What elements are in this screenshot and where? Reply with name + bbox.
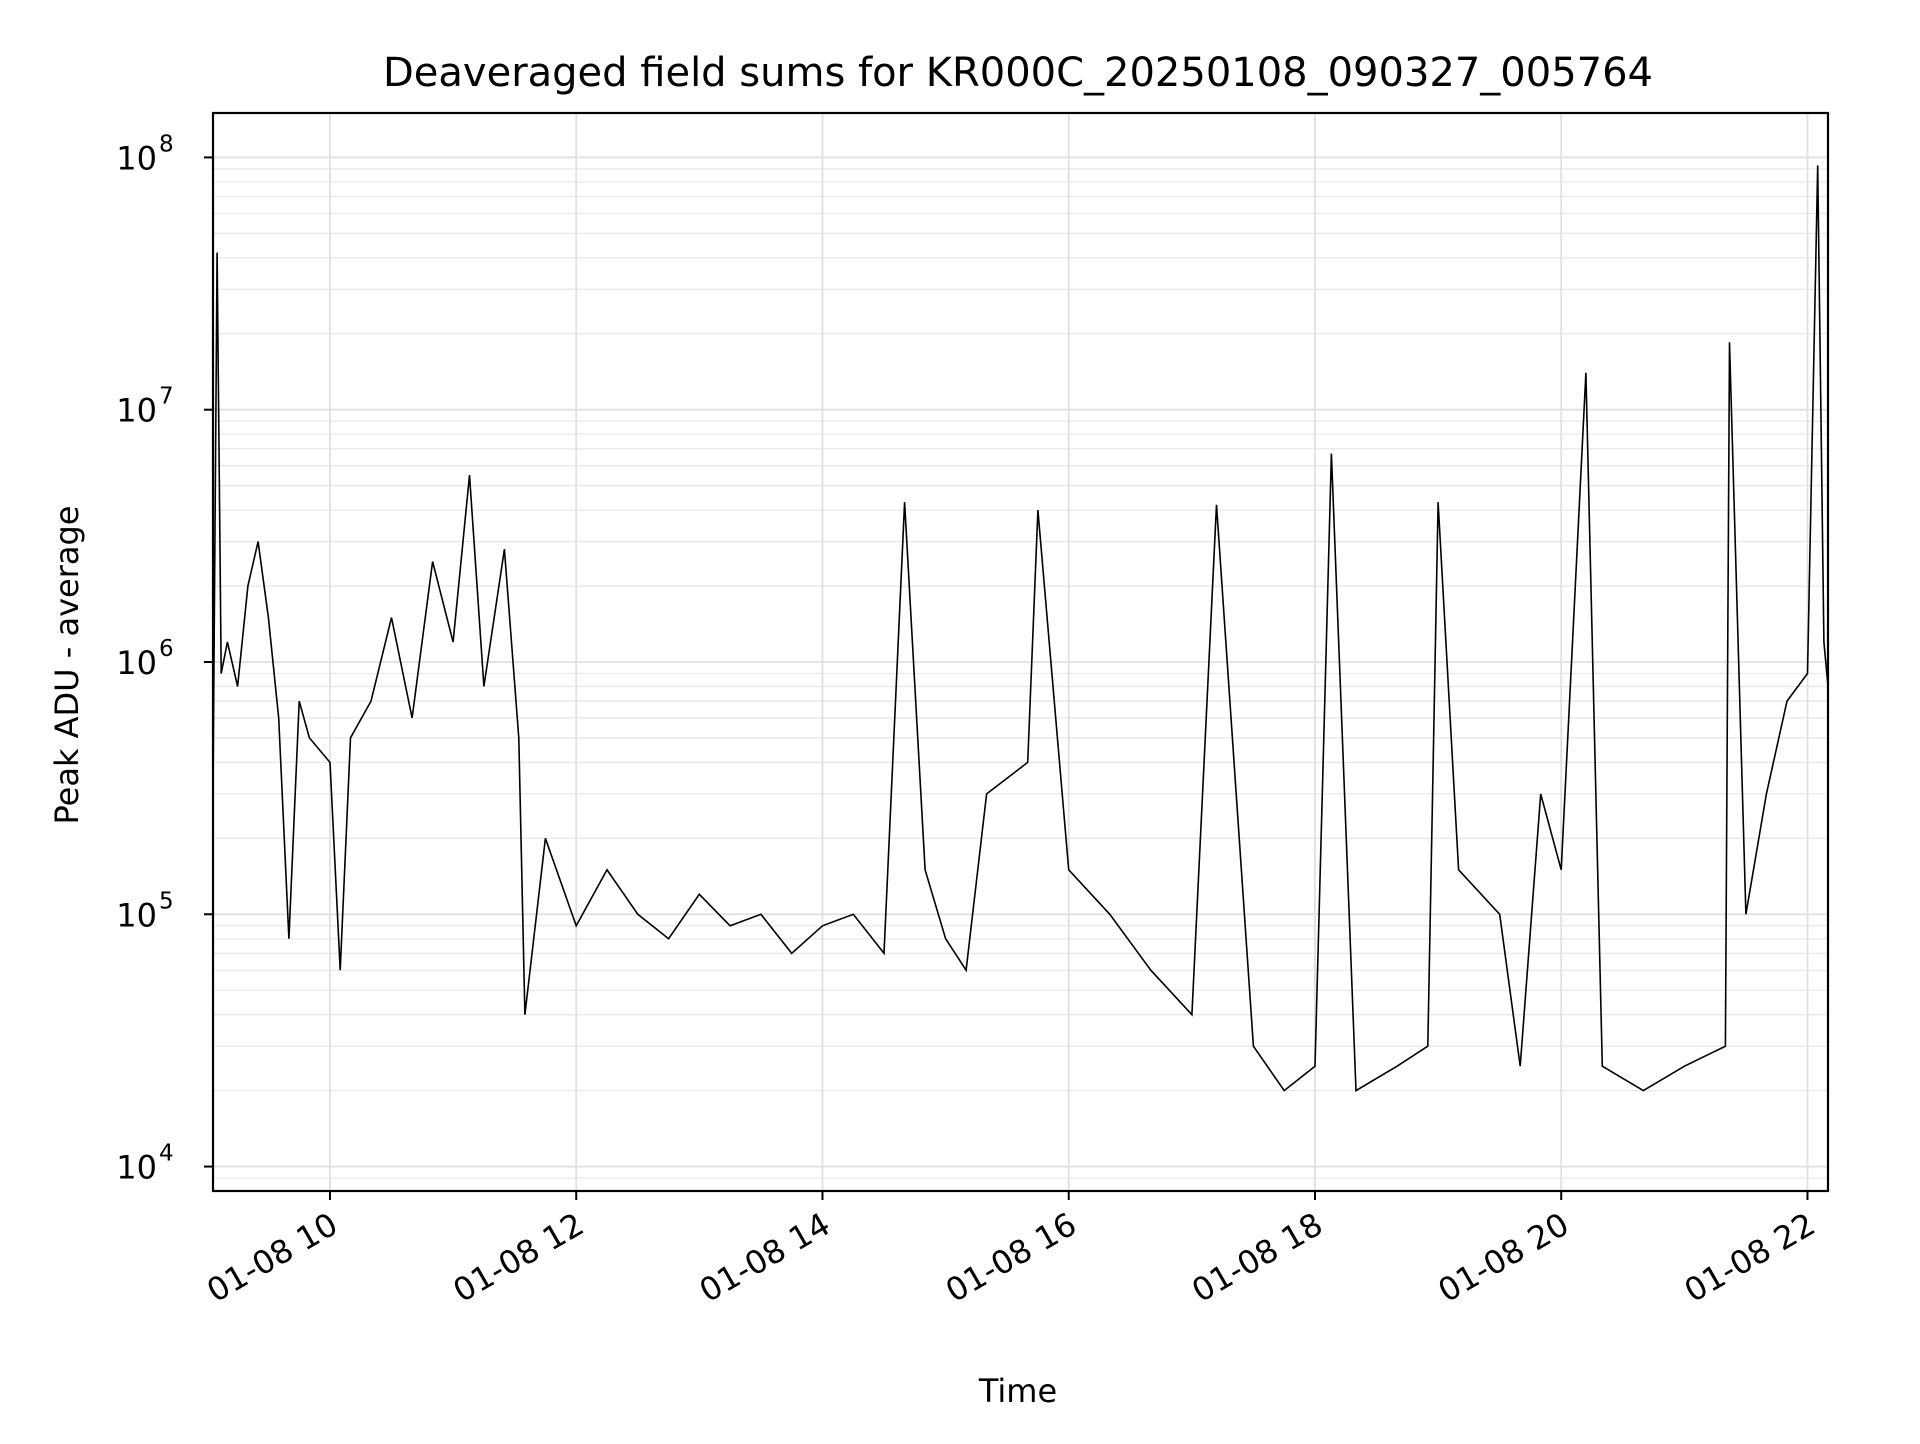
y-tick-exponent: 4 <box>159 1141 174 1167</box>
chart-title: Deaveraged field sums for KR000C_2025010… <box>383 50 1653 96</box>
y-tick-label: 10 <box>116 644 157 682</box>
series-line <box>212 165 1829 1092</box>
y-tick-exponent: 5 <box>159 888 174 914</box>
x-axis: 01-08 10 01-08 12 01-08 14 01-08 16 01-08 18… <box>200 1191 1821 1310</box>
x-tick-label: 01-08 18 <box>1185 1205 1329 1310</box>
y-tick-label: 10 <box>116 1149 157 1187</box>
y-tick-label: 10 <box>116 392 157 430</box>
x-tick-label: 01-08 10 <box>200 1205 344 1310</box>
x-axis-label: Time <box>978 1372 1057 1410</box>
x-tick-label: 01-08 14 <box>693 1205 837 1310</box>
y-tick-label: 10 <box>116 139 157 177</box>
y-axis-label: Peak ADU - average <box>48 506 86 825</box>
y-tick-exponent: 7 <box>159 384 174 410</box>
y-tick-label: 10 <box>116 896 157 934</box>
y-tick-exponent: 8 <box>159 131 174 157</box>
grid-layer <box>213 113 1828 1192</box>
plot-frame <box>211 111 1830 1193</box>
series-layer <box>212 165 1829 1092</box>
x-tick-label: 01-08 22 <box>1678 1205 1822 1310</box>
y-tick-exponent: 6 <box>159 636 174 662</box>
x-tick-label: 01-08 16 <box>939 1205 1083 1310</box>
x-tick-label: 01-08 12 <box>447 1205 591 1310</box>
x-tick-label: 01-08 20 <box>1432 1205 1576 1310</box>
